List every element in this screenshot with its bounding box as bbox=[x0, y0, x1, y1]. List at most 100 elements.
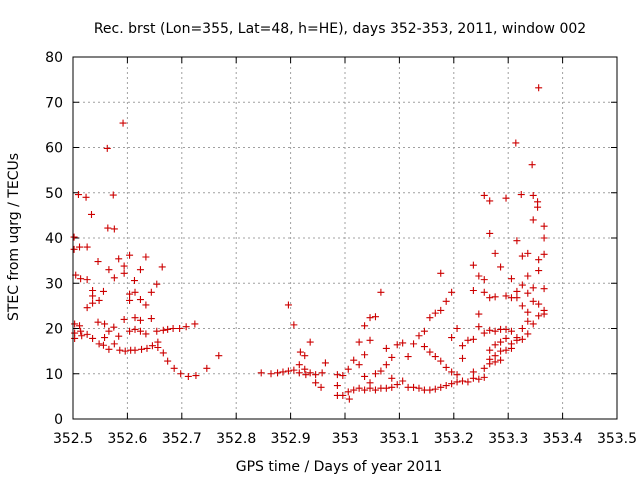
data-point bbox=[296, 348, 304, 356]
x-tick-labels: 352.5 352.6 352.7 352.8 352.9 353 353.1 353.2 35… bbox=[53, 431, 637, 447]
data-point bbox=[497, 356, 505, 364]
data-point bbox=[437, 383, 445, 391]
data-point bbox=[535, 267, 543, 275]
data-point bbox=[130, 277, 138, 285]
data-point bbox=[176, 325, 184, 332]
data-point bbox=[147, 315, 155, 323]
data-point bbox=[459, 354, 467, 362]
data-point bbox=[420, 327, 428, 335]
data-point bbox=[83, 243, 91, 251]
data-point bbox=[295, 369, 303, 377]
data-point bbox=[104, 224, 112, 232]
data-point bbox=[306, 369, 314, 377]
data-point bbox=[318, 369, 326, 377]
data-point bbox=[136, 266, 144, 274]
data-point bbox=[480, 288, 488, 296]
data-point bbox=[77, 275, 85, 283]
data-point bbox=[191, 320, 199, 328]
data-point bbox=[480, 364, 488, 372]
data-point bbox=[71, 320, 79, 328]
data-point bbox=[518, 252, 526, 260]
data-point bbox=[437, 306, 445, 314]
data-point bbox=[529, 297, 537, 305]
y-tick-label: 50 bbox=[45, 186, 63, 202]
data-point bbox=[491, 358, 499, 366]
data-point bbox=[131, 314, 139, 322]
data-point bbox=[507, 275, 515, 283]
data-point bbox=[120, 262, 128, 270]
data-point bbox=[366, 336, 374, 344]
data-point bbox=[524, 289, 532, 297]
data-point bbox=[74, 191, 82, 199]
data-point bbox=[109, 191, 117, 199]
data-point bbox=[215, 352, 223, 360]
data-point bbox=[110, 340, 118, 348]
data-point bbox=[415, 332, 423, 340]
data-point bbox=[115, 332, 123, 340]
data-point bbox=[524, 272, 532, 280]
data-point bbox=[540, 285, 548, 293]
data-point bbox=[71, 334, 79, 342]
data-point bbox=[116, 346, 124, 354]
data-point bbox=[119, 119, 127, 127]
data-point bbox=[89, 334, 97, 342]
data-point bbox=[77, 327, 85, 335]
data-point bbox=[83, 330, 91, 338]
data-point bbox=[518, 325, 526, 332]
data-point bbox=[170, 364, 178, 372]
data-point bbox=[317, 383, 325, 391]
data-point bbox=[513, 237, 521, 245]
data-point bbox=[535, 300, 543, 308]
x-axis-label: GPS time / Days of year 2011 bbox=[236, 459, 443, 475]
data-point bbox=[312, 379, 320, 387]
data-point bbox=[453, 325, 461, 332]
data-point bbox=[518, 302, 526, 310]
data-point bbox=[147, 288, 155, 296]
data-point bbox=[164, 325, 172, 333]
data-point bbox=[540, 250, 548, 258]
data-point bbox=[399, 339, 407, 347]
data-point bbox=[95, 296, 103, 304]
x-tick-label: 352.9 bbox=[271, 431, 311, 447]
y-tick-label: 30 bbox=[45, 276, 63, 292]
data-point bbox=[295, 361, 303, 369]
data-point bbox=[497, 347, 505, 355]
data-point bbox=[529, 320, 537, 328]
data-point bbox=[70, 245, 78, 253]
data-point bbox=[388, 353, 396, 361]
data-point bbox=[345, 395, 353, 403]
data-point bbox=[512, 139, 520, 147]
data-point bbox=[94, 318, 102, 326]
data-point bbox=[388, 374, 396, 382]
data-point bbox=[524, 330, 532, 338]
data-point bbox=[153, 280, 161, 288]
grid-lines bbox=[73, 57, 617, 419]
data-point bbox=[148, 342, 156, 350]
data-point bbox=[529, 284, 537, 292]
data-point bbox=[76, 243, 84, 251]
data-point bbox=[382, 361, 390, 369]
data-point bbox=[89, 292, 97, 300]
data-point bbox=[475, 272, 483, 280]
data-point bbox=[301, 352, 309, 360]
y-tick-label: 10 bbox=[45, 367, 63, 383]
y-tick-label: 70 bbox=[45, 95, 63, 111]
x-tick-label: 352.7 bbox=[162, 431, 202, 447]
y-axis-label: STEC from uqrg / TECUs bbox=[6, 153, 22, 321]
x-tick-label: 353 bbox=[332, 431, 359, 447]
data-point bbox=[355, 338, 363, 346]
data-point bbox=[497, 338, 505, 346]
data-point bbox=[529, 191, 537, 199]
data-point bbox=[138, 345, 146, 353]
data-point bbox=[518, 281, 526, 289]
data-point bbox=[131, 325, 139, 333]
data-point bbox=[366, 314, 374, 322]
data-point bbox=[312, 371, 320, 379]
data-point bbox=[486, 346, 494, 354]
data-point bbox=[535, 84, 543, 92]
data-point bbox=[274, 369, 282, 377]
data-points bbox=[70, 84, 548, 403]
data-point bbox=[453, 378, 461, 386]
data-point bbox=[177, 370, 185, 378]
data-point bbox=[120, 269, 128, 277]
